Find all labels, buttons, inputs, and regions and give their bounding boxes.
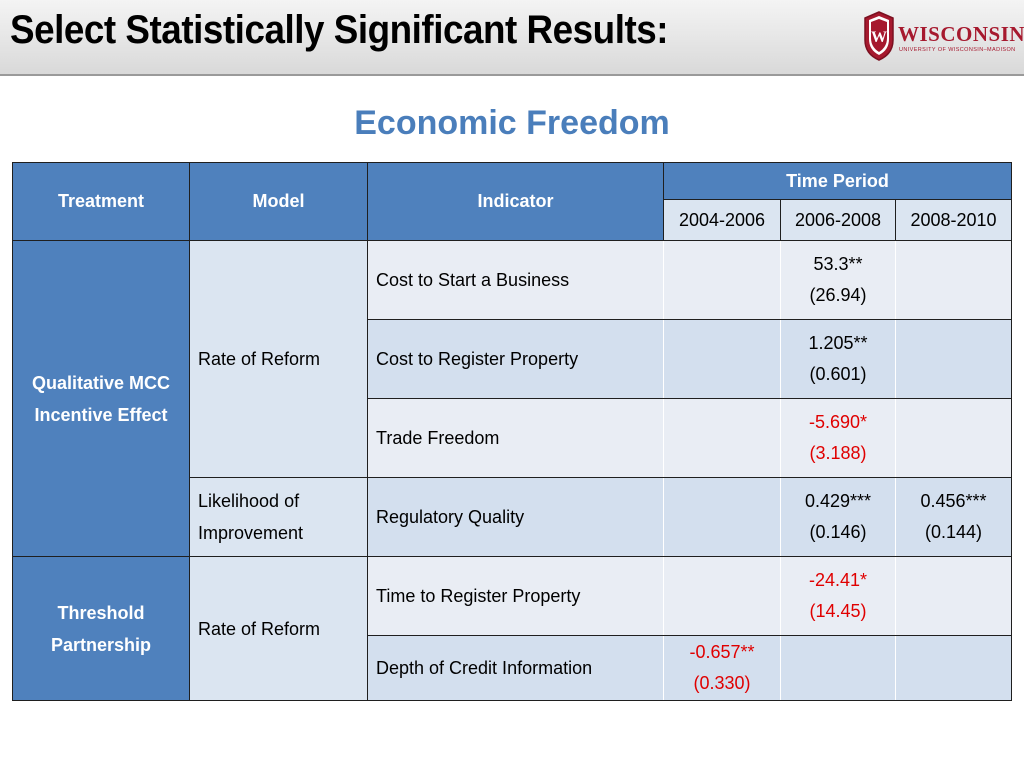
crest-icon: W (864, 11, 894, 61)
standard-error: (26.94) (809, 285, 867, 305)
value-cell (663, 398, 781, 478)
indicator-cell: Regulatory Quality (367, 477, 664, 557)
header-period: 2004-2006 (663, 199, 781, 241)
table-row: Cost to Register Property 1.205** (0.601) (13, 319, 1012, 399)
table-row: Depth of Credit Information -0.657** (0.3… (13, 635, 1012, 701)
table-row: Qualitative MCC Incentive Effect Rate of… (12, 240, 1012, 557)
indicator-cell: Depth of Credit Information (367, 635, 664, 701)
value-cell (895, 319, 1012, 399)
treatment-cell: Threshold Partnership (12, 556, 190, 701)
logo-wordmark: WISCONSIN (898, 22, 1024, 46)
value-cell (663, 477, 781, 557)
wisconsin-logo: W WISCONSIN UNIVERSITY OF WISCONSIN–MADI… (862, 10, 1024, 66)
model-cell: Rate of Reform (189, 240, 368, 478)
standard-error: (3.188) (809, 443, 867, 463)
standard-error: (0.146) (809, 522, 867, 542)
value-cell (663, 319, 781, 399)
coefficient: -5.690* (808, 412, 868, 432)
value-cell: -24.41* (14.45) (780, 556, 896, 636)
table-row: Likelihood of Improvement Regulatory Qua… (13, 477, 1012, 557)
coefficient: 53.3** (813, 254, 863, 274)
results-table: Treatment Model Indicator Time Period 20… (12, 162, 1012, 701)
coefficient: 0.429*** (804, 491, 872, 511)
table-row: Threshold Partnership Rate of Reform Tim… (12, 556, 1012, 701)
header-treatment: Treatment (12, 162, 190, 241)
header-model: Model (189, 162, 368, 241)
value-cell (663, 556, 781, 636)
model-cell: Likelihood of Improvement (189, 477, 368, 557)
value-cell: 0.429*** (0.146) (780, 477, 896, 557)
slide-header: Select Statistically Significant Results… (0, 0, 1024, 76)
standard-error: (0.144) (924, 522, 983, 542)
value-cell: -5.690* (3.188) (780, 398, 896, 478)
indicator-cell: Cost to Register Property (367, 319, 664, 399)
indicator-cell: Trade Freedom (367, 398, 664, 478)
value-cell: 53.3** (26.94) (780, 240, 896, 320)
slide-title: Select Statistically Significant Results… (10, 8, 669, 52)
coefficient: -0.657** (689, 642, 755, 662)
header-period: 2006-2008 (780, 199, 896, 241)
logo-subtext: UNIVERSITY OF WISCONSIN–MADISON (899, 47, 1016, 53)
indicator-cell: Cost to Start a Business (367, 240, 664, 320)
header-period: 2008-2010 (895, 199, 1012, 241)
value-cell (895, 240, 1012, 320)
coefficient: 0.456*** (920, 491, 987, 511)
crest-letter: W (871, 29, 887, 46)
value-cell (663, 240, 781, 320)
coefficient: -24.41* (808, 570, 868, 590)
value-cell: -0.657** (0.330) (663, 635, 781, 701)
indicator-cell: Time to Register Property (367, 556, 664, 636)
value-cell (895, 398, 1012, 478)
header-time-period: Time Period (663, 162, 1012, 200)
coefficient: 1.205** (808, 333, 868, 353)
standard-error: (0.330) (693, 673, 751, 693)
header-indicator: Indicator (367, 162, 664, 241)
table-row: Trade Freedom -5.690* (3.188) (13, 398, 1012, 478)
value-cell (895, 556, 1012, 636)
value-cell: 1.205** (0.601) (780, 319, 896, 399)
standard-error: (0.601) (809, 364, 867, 384)
section-subtitle: Economic Freedom (354, 104, 670, 142)
value-cell (780, 635, 896, 701)
standard-error: (14.45) (809, 601, 867, 621)
treatment-cell: Qualitative MCC Incentive Effect (12, 240, 190, 557)
model-cell: Rate of Reform (189, 556, 368, 701)
value-cell (895, 635, 1012, 701)
value-cell: 0.456*** (0.144) (895, 477, 1012, 557)
